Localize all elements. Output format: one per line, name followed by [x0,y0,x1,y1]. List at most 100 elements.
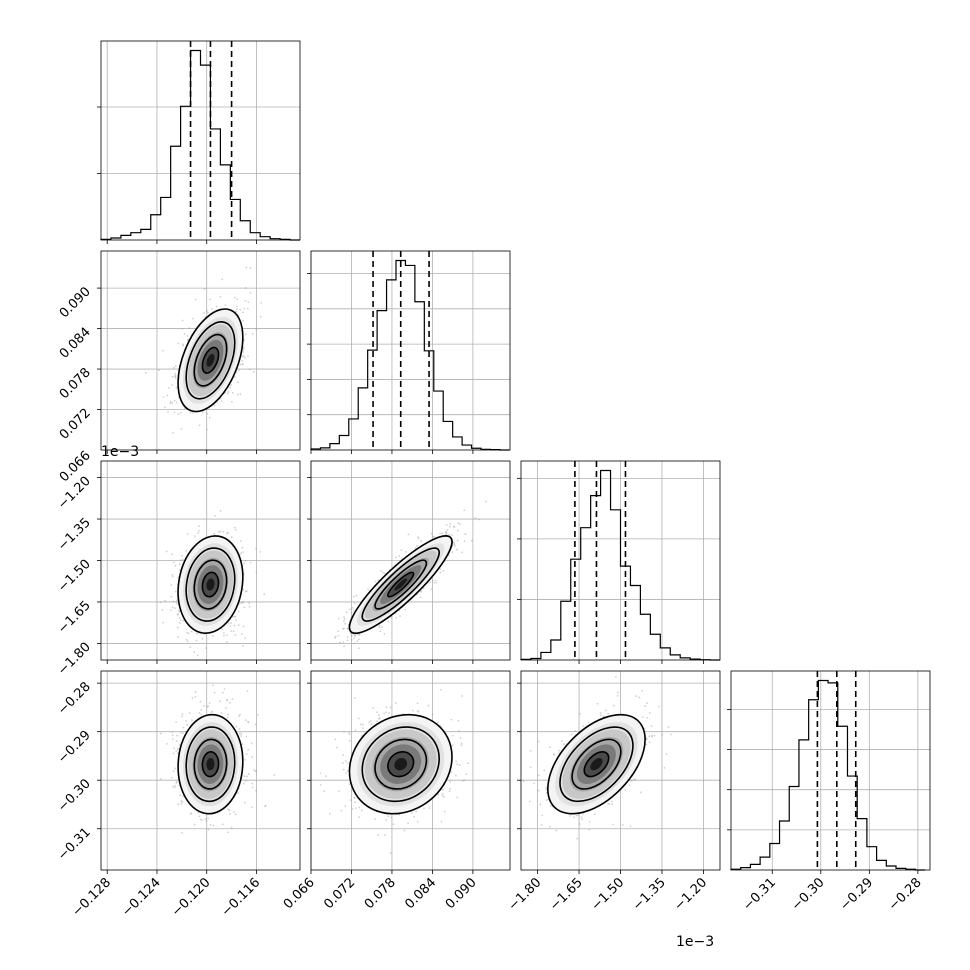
scatter-point [459,523,461,526]
scatter-point [167,410,169,413]
scatter-point [340,809,343,812]
scatter-point [194,691,197,693]
scatter-point [201,411,204,414]
scatter-point [185,719,188,722]
scatter-point [413,815,415,818]
scatter-point [354,801,357,804]
scatter-point [171,573,174,576]
scatter-point [351,607,354,609]
scatter-point [611,803,614,806]
scatter-point [441,532,444,535]
scatter-point [474,517,477,520]
scatter-point [360,809,363,812]
scatter-point [189,411,192,414]
scatter-point [388,711,390,714]
scatter-point [180,619,182,622]
scatter-point [236,298,238,301]
scatter-point [182,344,184,347]
scatter-point [222,691,224,694]
scatter-point [185,638,188,641]
scatter-point [240,633,243,636]
scatter-panel-2-0 [97,460,301,664]
scatter-point [439,571,442,574]
scatter-point [244,779,247,782]
scatter-point [599,714,602,717]
scatter-point [323,790,325,792]
scatter-point [233,376,236,378]
scatter-point [171,575,174,578]
scatter-point [206,705,209,708]
scatter-point [242,348,245,351]
scatter-point [222,634,225,637]
scatter-point [432,535,435,538]
scatter-point [404,608,406,611]
scatter-point [353,602,356,605]
scatter-point [645,743,648,746]
scatter-point [378,624,381,627]
scatter-point [171,785,174,788]
scatter-point [219,510,222,512]
scatter-point [243,775,246,778]
scatter-point [264,805,266,808]
scatter-point [231,391,234,394]
scatter-cloud [144,266,263,434]
scatter-point [411,812,413,815]
scatter-point [226,392,229,395]
scatter-point [239,713,241,716]
scatter-point [616,694,619,697]
scatter-point [451,734,454,737]
scatter-point [230,384,233,386]
scatter-point [342,761,344,764]
scatter-point [368,721,370,724]
scatter-cloud [159,510,266,657]
scatter-point [462,779,464,782]
scatter-point [181,319,184,322]
scatter-point [242,311,244,314]
scatter-point [411,709,414,712]
scatter-point [196,654,199,657]
scatter-point [247,773,250,775]
scatter-point [448,533,451,536]
scatter-point [241,546,244,549]
scatter-point [358,638,360,641]
scatter-point [641,689,643,692]
scatter-point [208,702,211,704]
scatter-point [646,738,649,741]
scatter-point [242,601,244,604]
scatter-point [615,675,617,678]
scatter-point [361,723,364,726]
scatter-panel-3-0 [97,670,301,874]
scatter-point [168,387,170,389]
scatter-point [485,500,487,503]
scatter-point [244,719,247,722]
scatter-point [244,299,247,302]
scatter-point [219,530,222,533]
scatter-point [182,619,185,622]
scatter-point [420,540,422,542]
scatter-point [264,804,267,807]
scatter-point [348,731,350,734]
scatter-point [443,796,446,798]
scatter-point [235,308,238,311]
scatter-point [257,713,259,716]
contour-line [348,713,453,815]
scatter-point [217,530,220,533]
scatter-point [422,587,425,590]
scatter-point [244,560,247,562]
scatter-point [230,536,233,539]
scatter-point [553,753,555,756]
scatter-point [242,551,244,553]
scatter-point [346,639,349,642]
scatter-point [226,634,228,637]
scatter-point [247,301,250,304]
scatter-point [180,428,183,430]
scatter-point [250,742,253,745]
scatter-point [250,806,253,809]
scatter-point [428,807,431,809]
contour-line [374,559,428,610]
scatter-point [337,630,339,633]
scatter-point [344,760,347,762]
scatter-point [246,775,249,778]
scatter-point [174,375,177,378]
scatter-point [176,626,179,629]
